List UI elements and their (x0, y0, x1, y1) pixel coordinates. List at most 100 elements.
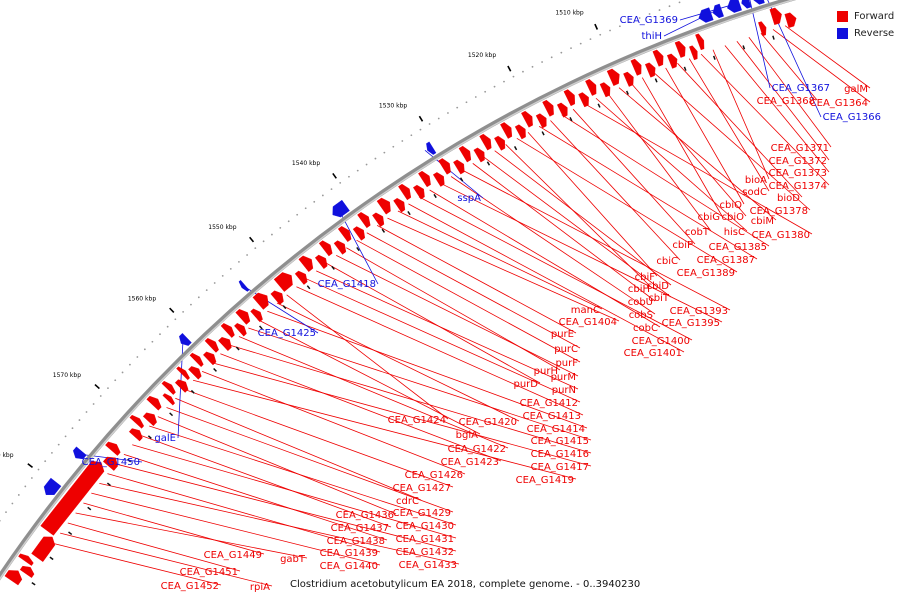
reverse-gene (72, 446, 87, 460)
position-dot (229, 267, 232, 270)
forward-gene (652, 49, 664, 67)
position-dot (668, 5, 671, 8)
feature-mark (259, 325, 263, 330)
forward-gene (337, 226, 352, 243)
scale-tick (169, 307, 175, 314)
feature-mark (87, 506, 92, 511)
reverse-gene (741, 0, 752, 9)
forward-gene-label: CEA_G1438 (327, 536, 385, 547)
forward-gene (398, 183, 412, 201)
position-dot (609, 29, 611, 32)
forward-gene (393, 197, 406, 213)
forward-gene-label: cbiD (647, 281, 670, 292)
leader-line (366, 232, 581, 349)
forward-gene-label: CEA_G1412 (520, 398, 578, 409)
forward-gene-label: cobC (633, 323, 658, 334)
feature-mark (683, 66, 687, 71)
forward-gene-label: CEA_G1437 (331, 523, 389, 534)
forward-gene-label: CEA_G1424 (388, 415, 446, 426)
leader-line (641, 77, 723, 217)
reverse-gene-label: CEA_G1367 (772, 83, 830, 94)
forward-gene (161, 380, 176, 395)
legend-reverse-label: Reverse (854, 28, 895, 39)
reverse-gene-label: CEA_G1366 (823, 112, 881, 123)
forward-gene (494, 135, 506, 151)
feature-mark (49, 556, 54, 561)
position-dot (44, 460, 47, 463)
forward-gene (412, 184, 425, 200)
leader-line (700, 53, 830, 186)
leader-line (356, 239, 581, 363)
position-dot (262, 240, 265, 243)
forward-gene-label: CEA_G1385 (709, 242, 767, 253)
scale-tick (507, 65, 512, 72)
forward-gene-label: CEA_G1373 (769, 168, 827, 179)
forward-gene-label: CEA_G1364 (810, 98, 868, 109)
forward-gene (218, 337, 232, 352)
leader-line (724, 45, 830, 173)
forward-gene (142, 412, 157, 427)
position-dot (374, 157, 377, 160)
leader-line (408, 203, 685, 353)
forward-gene (689, 45, 698, 61)
genome-backbone-highlight (0, 0, 796, 581)
forward-gene (599, 82, 611, 98)
forward-gene (479, 133, 492, 151)
position-dot (658, 9, 661, 11)
leader-line (665, 67, 745, 205)
reverse-gene (698, 7, 714, 23)
reverse-gene (727, 0, 742, 13)
leader-line (67, 522, 241, 572)
forward-gene (606, 68, 620, 87)
forward-gene-label: CEA_G1400 (632, 336, 690, 347)
scale-tick (94, 383, 100, 390)
feature-mark (147, 435, 152, 440)
legend-forward: Forward (837, 8, 894, 25)
leader-line (440, 182, 723, 323)
forward-gene-label: CEA_G1426 (405, 470, 463, 481)
leader-line (149, 425, 457, 526)
leader-line (749, 0, 771, 89)
forward-gene-label: CEA_G1415 (531, 436, 589, 447)
feature-mark (486, 161, 491, 166)
forward-gene-label: CEA_G1439 (320, 548, 378, 559)
position-dot (296, 213, 299, 216)
leader-line (607, 92, 712, 232)
forward-gene-label: CEA_G1404 (559, 317, 617, 328)
reverse-gene-label: galE (154, 433, 176, 444)
map-caption: Clostridium acetobutylicum EA 2018, comp… (290, 579, 641, 590)
forward-gene-label: CEA_G1420 (459, 417, 517, 428)
position-dot (166, 325, 169, 328)
position-dot (419, 128, 422, 131)
leader-line (60, 532, 273, 587)
position-dot (114, 379, 117, 382)
leader-line (75, 512, 308, 559)
scale-tick (332, 172, 337, 179)
position-dot (254, 247, 257, 250)
position-dot (5, 511, 7, 513)
forward-gene (129, 414, 145, 429)
forward-gene (784, 12, 797, 28)
feature-mark (459, 177, 464, 182)
forward-gene-label: CEA_G1449 (204, 550, 262, 561)
reverse-gene (712, 3, 724, 19)
position-dot (383, 151, 386, 154)
forward-gene (695, 33, 705, 51)
feature-mark (213, 367, 217, 372)
forward-gene-label: CEA_G1389 (677, 268, 735, 279)
position-dot (392, 145, 395, 148)
leader-line (157, 416, 397, 515)
forward-gene (563, 89, 575, 107)
forward-gene (162, 393, 175, 406)
position-dot (589, 38, 592, 41)
position-dot (522, 70, 524, 73)
forward-swatch (837, 11, 848, 22)
forward-gene-label: bglA (456, 430, 478, 441)
feature-mark (569, 117, 573, 122)
forward-gene-label: CEA_G1414 (527, 424, 585, 435)
leader-line (688, 58, 770, 192)
forward-gene-label: purM (551, 372, 576, 383)
scale-tick-label: 1520 kbp (468, 52, 496, 59)
leader-line (653, 72, 811, 211)
